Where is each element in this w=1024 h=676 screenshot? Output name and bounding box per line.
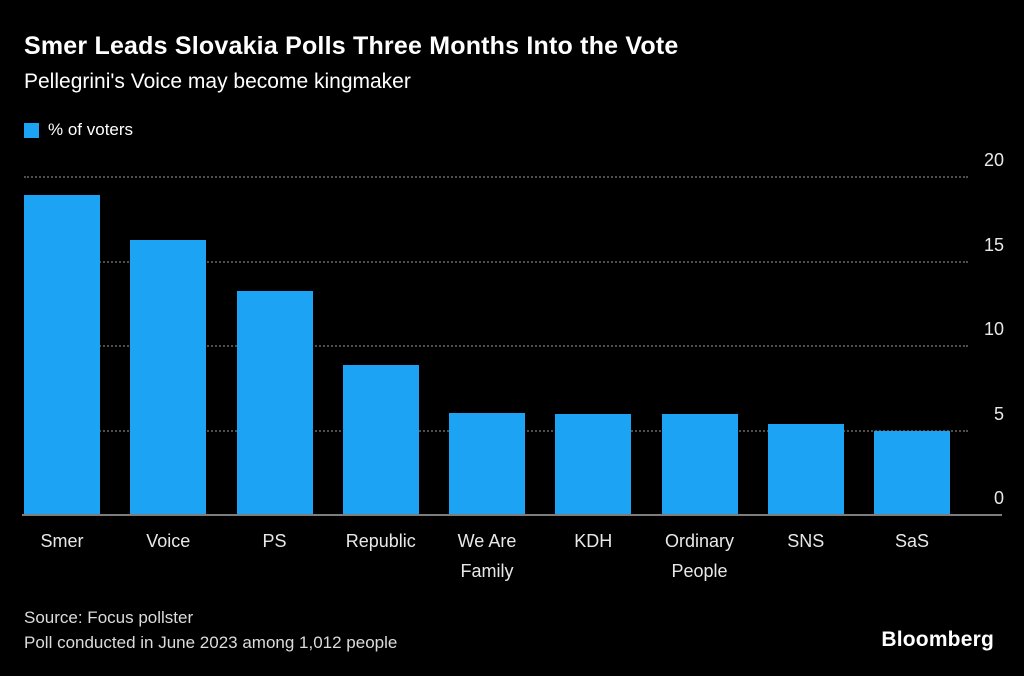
- y-tick-label-0: 0: [993, 488, 1004, 508]
- bloomberg-logo: Bloomberg: [881, 628, 994, 651]
- y-tick-label-10: 10: [983, 319, 1004, 339]
- x-category-label-kdh: KDH: [574, 531, 613, 551]
- y-tick-label-5: 5: [993, 403, 1004, 424]
- plot-area: 0 5 10 15 20 Smer Voice PS Republic We Are Family…: [22, 150, 1004, 581]
- gridline-15: [24, 260, 968, 263]
- x-category-label-sas: SaS: [894, 531, 930, 551]
- bar-ordinary-people: [661, 414, 738, 514]
- bar-ps: [236, 290, 313, 514]
- y-tick-label-20: 20: [983, 150, 1004, 170]
- x-category-label-voice: Voice: [146, 531, 191, 551]
- bar-republic: [342, 365, 419, 514]
- chart-subtitle: Pellegrini's Voice may become kingmaker: [24, 70, 411, 93]
- x-category-label-sns: SNS: [787, 531, 825, 551]
- legend-swatch-icon: [24, 122, 39, 138]
- x-category-label-republic: Republic: [345, 531, 416, 551]
- bar-sns: [767, 424, 844, 514]
- x-axis-line: [22, 514, 1002, 516]
- legend-label: % of voters: [48, 120, 134, 139]
- chart-title: Smer Leads Slovakia Polls Three Months I…: [24, 32, 679, 60]
- gridline-10: [24, 345, 968, 347]
- bar-we-are-family: [449, 412, 525, 514]
- gridline-20: [24, 176, 968, 178]
- bar-voice: [130, 240, 207, 514]
- bar-smer: [24, 194, 100, 514]
- x-category-label-ps: PS: [262, 531, 287, 551]
- bar-sas: [874, 431, 950, 514]
- y-tick-label-15: 15: [983, 234, 1004, 255]
- poll-note-text: Poll conducted in June 2023 among 1,012 …: [24, 633, 398, 652]
- source-text: Source: Focus pollster: [24, 608, 194, 627]
- bar-kdh: [555, 414, 632, 514]
- legend: % of voters: [24, 120, 133, 140]
- x-category-label-we-are-family: We Are Family: [457, 531, 517, 581]
- x-category-label-smer: Smer: [40, 531, 84, 551]
- x-category-label-ordinary-people: Ordinary People: [664, 531, 735, 581]
